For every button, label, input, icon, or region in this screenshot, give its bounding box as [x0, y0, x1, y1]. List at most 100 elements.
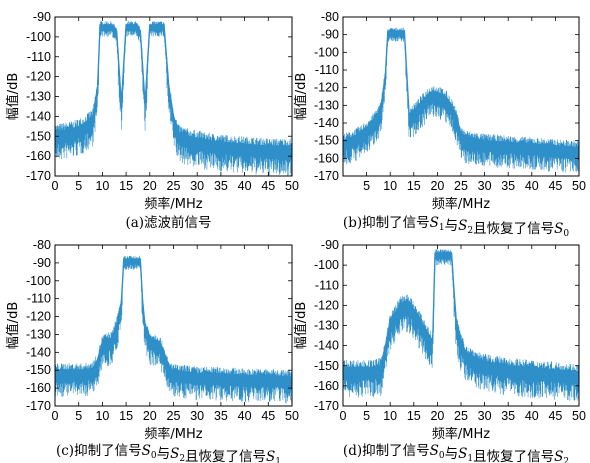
x-tick-label: 30 [190, 409, 204, 423]
x-axis-label: 频率/MHz [432, 426, 490, 442]
x-tick-label: 25 [167, 179, 181, 193]
panel-caption: (c)抑制了信号S0与S2且恢复了信号S1 [56, 443, 281, 463]
y-tick-label: -90 [33, 10, 51, 24]
y-tick-label: -100 [26, 274, 51, 288]
y-tick-label: -100 [314, 45, 339, 59]
x-tick-label: 10 [95, 409, 109, 423]
x-tick-label: 10 [383, 179, 397, 193]
x-tick-label: 35 [501, 179, 515, 193]
x-tick-label: 0 [340, 409, 347, 423]
x-tick-label: 30 [190, 179, 204, 193]
y-tick-label: -90 [33, 256, 51, 270]
x-tick-label: 10 [95, 179, 109, 193]
y-tick-label: -110 [27, 292, 51, 306]
spectrum-series-line [342, 30, 580, 149]
x-tick-label: 0 [52, 179, 59, 193]
spectrum-trace [54, 255, 293, 404]
y-axis-label: 幅值/dB [293, 73, 309, 121]
x-tick-label: 45 [261, 179, 275, 193]
panel-d: 0 5 10 15 20 25 30 35 40 45 50 -90 -100 -110 -120 -130 -… [293, 238, 586, 463]
y-tick-label: -150 [314, 359, 339, 373]
x-tick-label: 45 [548, 179, 562, 193]
y-tick-label: -150 [314, 134, 339, 148]
spectrum-series-line [54, 24, 292, 147]
y-tick-label: -140 [314, 339, 339, 353]
y-tick-label: -90 [321, 238, 339, 252]
y-tick-label: -130 [314, 319, 339, 333]
spectrum-trace [342, 27, 580, 174]
x-tick-label: 40 [525, 409, 539, 423]
x-axis-label: 频率/MHz [432, 196, 490, 212]
x-tick-label: 15 [407, 179, 421, 193]
y-tick-label: -80 [321, 10, 339, 24]
x-tick-label: 25 [454, 409, 468, 423]
spectrum-trace [342, 249, 580, 401]
x-tick-label: 20 [143, 179, 157, 193]
panel-b: 5 10 15 20 25 30 35 40 45 50 -80 -90 -100 -110 -120 -13… [293, 10, 586, 239]
y-axis-label: 幅值/dB [293, 302, 309, 350]
x-tick-label: 5 [363, 409, 370, 423]
y-tick-label: -120 [26, 70, 51, 84]
panel-caption: (b)抑制了信号S1与S2且恢复了信号S0 [343, 215, 569, 239]
y-axis-label: 幅值/dB [5, 302, 21, 350]
x-tick-label: 50 [572, 179, 586, 193]
y-tick-label: -130 [26, 327, 51, 341]
x-tick-label: 50 [285, 409, 299, 423]
x-tick-label: 30 [478, 409, 492, 423]
y-tick-label: -170 [26, 399, 51, 413]
x-tick-label: 0 [52, 409, 59, 423]
x-tick-label: 5 [75, 179, 82, 193]
y-tick-label: -160 [314, 151, 339, 165]
y-tick-label: -100 [314, 258, 339, 272]
spectrum-series-line [55, 258, 293, 379]
x-tick-label: 20 [143, 409, 157, 423]
x-tick-label: 50 [285, 179, 299, 193]
panel-a: 0 5 10 15 20 25 30 35 40 45 50 -90 -100 -110 -120 -130 -… [5, 10, 299, 231]
y-tick-label: -100 [26, 30, 51, 44]
y-axis-label: 幅值/dB [5, 73, 21, 121]
x-tick-label: 20 [430, 179, 444, 193]
y-tick-label: -90 [321, 28, 339, 42]
y-tick-label: -120 [26, 310, 51, 324]
x-tick-label: 5 [363, 179, 370, 193]
y-tick-label: -110 [315, 278, 339, 292]
y-tick-label: -170 [314, 169, 339, 183]
x-tick-label: 15 [407, 409, 421, 423]
x-axis-label: 频率/MHz [144, 196, 202, 212]
x-axis-label: 频率/MHz [144, 426, 202, 442]
panel-caption: (a)滤波前信号 [125, 214, 211, 231]
x-tick-label: 5 [75, 409, 82, 423]
y-tick-label: -140 [26, 345, 51, 359]
y-tick-label: -170 [314, 399, 339, 413]
y-tick-label: -170 [26, 169, 51, 183]
y-tick-label: -140 [314, 116, 339, 130]
y-tick-label: -130 [314, 98, 339, 112]
x-tick-label: 35 [501, 409, 515, 423]
panel-caption: (d)抑制了信号S0与S1且恢复了信号S2 [343, 443, 569, 463]
x-tick-label: 10 [383, 409, 397, 423]
y-tick-label: -110 [315, 63, 339, 77]
y-tick-label: -80 [33, 238, 51, 252]
spectrum-series-line [343, 252, 580, 373]
panel-c: 0 5 10 15 20 25 30 35 40 45 50 -80 -90 -100 -110 -120 -1… [5, 238, 299, 463]
x-tick-label: 25 [167, 409, 181, 423]
x-tick-label: 40 [238, 179, 252, 193]
y-tick-label: -160 [314, 379, 339, 393]
y-tick-label: -140 [26, 109, 51, 123]
x-tick-label: 45 [261, 409, 275, 423]
x-tick-label: 35 [214, 179, 228, 193]
x-tick-label: 30 [478, 179, 492, 193]
x-tick-label: 45 [548, 409, 562, 423]
spectrum-trace [54, 21, 293, 176]
x-tick-label: 15 [119, 179, 133, 193]
x-tick-label: 25 [454, 179, 468, 193]
y-tick-label: -160 [26, 149, 51, 163]
y-tick-label: -110 [27, 50, 51, 64]
x-tick-label: 40 [238, 409, 252, 423]
y-tick-label: -150 [26, 129, 51, 143]
y-tick-label: -120 [314, 81, 339, 95]
x-tick-label: 20 [430, 409, 444, 423]
y-tick-label: -150 [26, 363, 51, 377]
x-tick-label: 50 [572, 409, 586, 423]
